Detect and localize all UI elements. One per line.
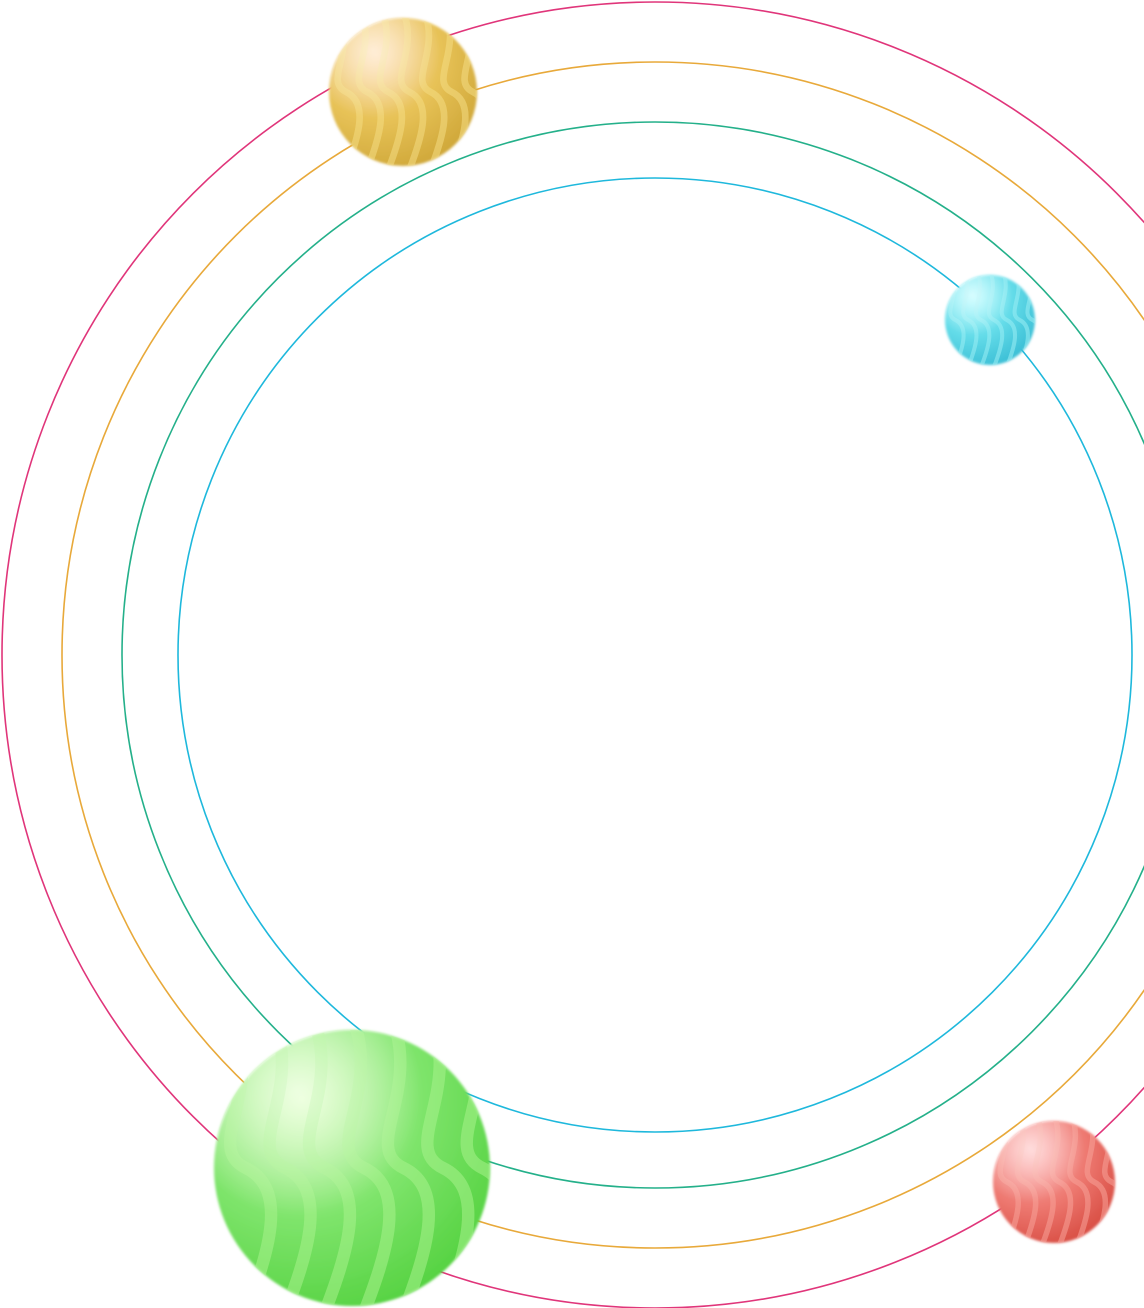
orbit-ring-third: [121, 121, 1144, 1189]
spheres-layer: [214, 18, 1115, 1306]
green-sphere: [214, 1030, 490, 1306]
orbit-ring-second: [61, 61, 1144, 1249]
red-sphere: [993, 1121, 1115, 1243]
cyan-sphere: [945, 275, 1035, 365]
orbit-ring-inner: [177, 177, 1133, 1133]
yellow-sphere: [329, 18, 477, 166]
